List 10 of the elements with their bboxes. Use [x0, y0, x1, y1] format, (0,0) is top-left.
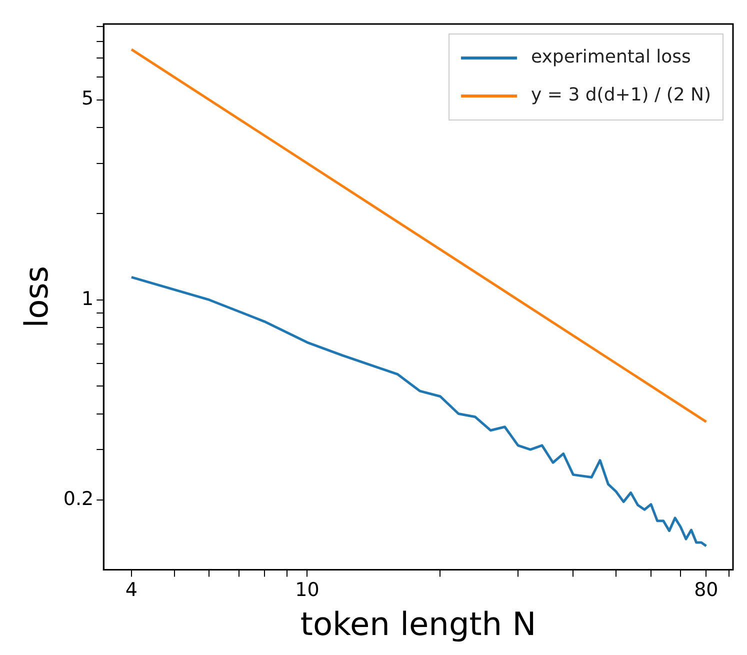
legend-label: experimental loss — [531, 46, 691, 68]
x-tick-label: 10 — [295, 579, 320, 602]
y-axis-title: loss — [18, 266, 56, 328]
x-tick-label: 80 — [694, 579, 718, 602]
y-tick-label: 1 — [82, 288, 94, 310]
x-axis-title: token length N — [300, 605, 536, 644]
y-tick-label: 0.2 — [63, 488, 94, 510]
legend-label: y = 3 d(d+1) / (2 N) — [531, 84, 712, 106]
y-tick-label: 5 — [82, 88, 94, 110]
x-tick-label: 4 — [125, 579, 138, 602]
